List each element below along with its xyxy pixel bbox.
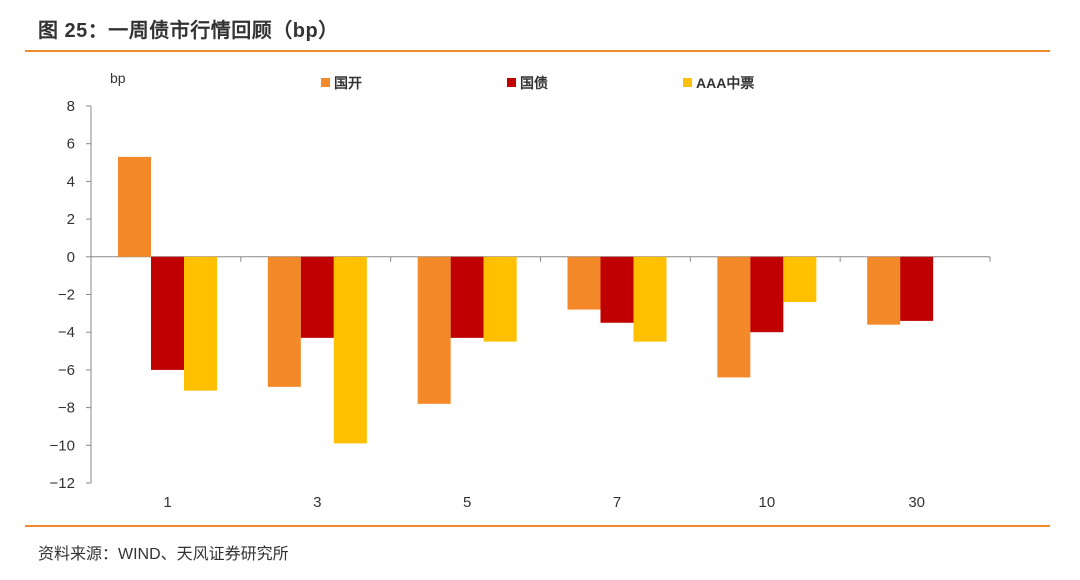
y-tick-label: 6 bbox=[67, 136, 75, 153]
x-tick-label: 10 bbox=[758, 494, 775, 511]
y-tick-label: −12 bbox=[50, 475, 75, 492]
bar bbox=[600, 256, 634, 323]
bar bbox=[417, 256, 451, 404]
bar-chart: bp 国开 国债 AAA中票 8 6 4 2 0 −2 −4 −6 −8 −10 −12 1 3 5 7 10 30 bbox=[50, 70, 991, 511]
bar bbox=[867, 256, 901, 325]
bar bbox=[783, 256, 817, 303]
source-rule bbox=[25, 525, 1050, 527]
legend-swatch bbox=[321, 78, 330, 87]
x-tick-label: 30 bbox=[908, 494, 925, 511]
legend-swatch bbox=[683, 78, 692, 87]
bar bbox=[184, 256, 217, 391]
legend-label: AAA中票 bbox=[696, 75, 754, 91]
y-tick-label: −4 bbox=[58, 324, 75, 341]
x-tick-label: 3 bbox=[313, 494, 321, 511]
y-tick-label: −10 bbox=[50, 437, 75, 454]
y-tick-label: 2 bbox=[67, 211, 75, 228]
x-tick-label: 7 bbox=[613, 494, 621, 511]
y-tick-label: 0 bbox=[67, 249, 75, 266]
bar bbox=[118, 156, 151, 257]
bar bbox=[750, 256, 784, 333]
title-rule bbox=[25, 50, 1050, 52]
bar bbox=[450, 256, 484, 338]
bar bbox=[900, 256, 934, 321]
bar bbox=[717, 256, 751, 378]
bar bbox=[300, 256, 334, 338]
axes: 8 6 4 2 0 −2 −4 −6 −8 −10 −12 1 3 5 7 10 30 bbox=[50, 98, 991, 511]
legend: 国开 国债 AAA中票 bbox=[321, 75, 754, 91]
y-tick-label: −6 bbox=[58, 362, 75, 379]
legend-swatch bbox=[507, 78, 516, 87]
y-tick-label: −2 bbox=[58, 287, 75, 304]
legend-label: 国开 bbox=[334, 75, 362, 91]
bar bbox=[633, 256, 667, 342]
legend-label: 国债 bbox=[520, 75, 548, 91]
figure-title: 图 25：一周债市行情回顾（bp） bbox=[38, 20, 339, 42]
x-tick-label: 5 bbox=[463, 494, 471, 511]
y-tick-label: 8 bbox=[67, 98, 75, 115]
x-tick-label: 1 bbox=[163, 494, 171, 511]
source-note: 资料来源：WIND、天风证券研究所 bbox=[38, 546, 289, 563]
bar bbox=[567, 256, 601, 310]
bar bbox=[333, 256, 367, 444]
y-tick-label: −8 bbox=[58, 400, 75, 417]
bar bbox=[151, 256, 184, 370]
bars bbox=[118, 156, 934, 444]
bar bbox=[267, 256, 301, 387]
y-tick-label: 4 bbox=[67, 173, 75, 190]
y-axis-unit-label: bp bbox=[110, 70, 126, 86]
bar bbox=[483, 256, 517, 342]
